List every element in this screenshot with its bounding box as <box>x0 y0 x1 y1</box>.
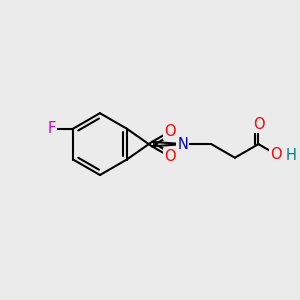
Text: N: N <box>177 136 188 152</box>
Text: O: O <box>164 124 176 139</box>
Text: O: O <box>270 147 282 162</box>
Text: O: O <box>253 117 264 132</box>
Text: H: H <box>286 148 296 163</box>
Text: F: F <box>48 121 56 136</box>
Text: O: O <box>164 149 176 164</box>
